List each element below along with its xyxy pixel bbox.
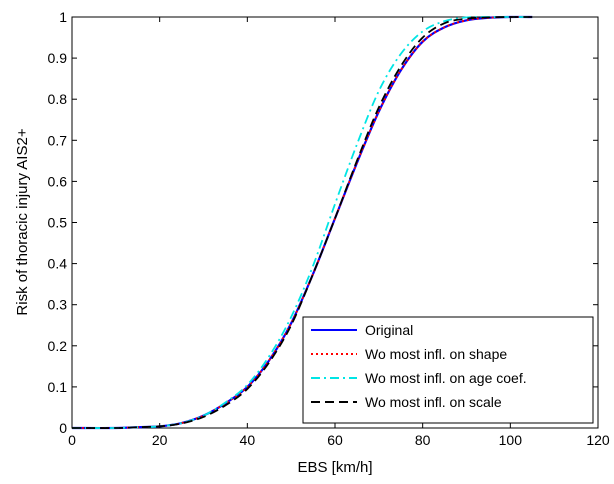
y-tick-label: 0.7	[48, 132, 68, 148]
x-tick-label: 80	[415, 432, 431, 448]
y-tick-label: 0.2	[48, 338, 68, 354]
x-tick-label: 60	[327, 432, 343, 448]
y-tick-label: 0.9	[48, 50, 68, 66]
y-tick-label: 0.5	[48, 215, 68, 231]
series-lines	[71, 15, 533, 430]
y-tick-label: 0.1	[48, 379, 68, 395]
y-tick-label: 1	[59, 9, 67, 25]
legend-label-1: Original	[365, 322, 413, 338]
legend-label-3: Wo most infl. on age coef.	[365, 370, 527, 386]
x-tick-label: 20	[152, 432, 168, 448]
x-tick-label: 120	[586, 432, 610, 448]
y-tick-label: 0.6	[48, 173, 68, 189]
x-tick-label: 0	[68, 432, 76, 448]
x-tick-label: 100	[499, 432, 523, 448]
series-line-4	[71, 16, 533, 429]
x-tick-label: 40	[240, 432, 256, 448]
y-axis-title: Risk of thoracic injury AIS2+	[14, 128, 31, 315]
y-tick-label: 0.4	[48, 256, 68, 272]
y-tick-label: 0	[59, 420, 67, 436]
y-tick-label: 0.3	[48, 297, 68, 313]
legend: Original Wo most infl. on shape Wo most in…	[302, 316, 594, 424]
legend-box	[302, 316, 594, 424]
series-line-3	[71, 16, 533, 429]
legend-label-2: Wo most infl. on shape	[365, 346, 507, 362]
legend-items: Original Wo most infl. on shape Wo most in…	[311, 322, 527, 410]
x-axis-title: EBS [km/h]	[297, 459, 372, 476]
axes: 0 20 40 60 80 100 120 0 0.1 0.2 0.3 0.4 0.5 0.6 0.7 0.8…	[48, 9, 610, 448]
series-line-1	[71, 15, 533, 430]
y-tick-label: 0.8	[48, 91, 68, 107]
legend-label-4: Wo most infl. on scale	[365, 394, 502, 410]
